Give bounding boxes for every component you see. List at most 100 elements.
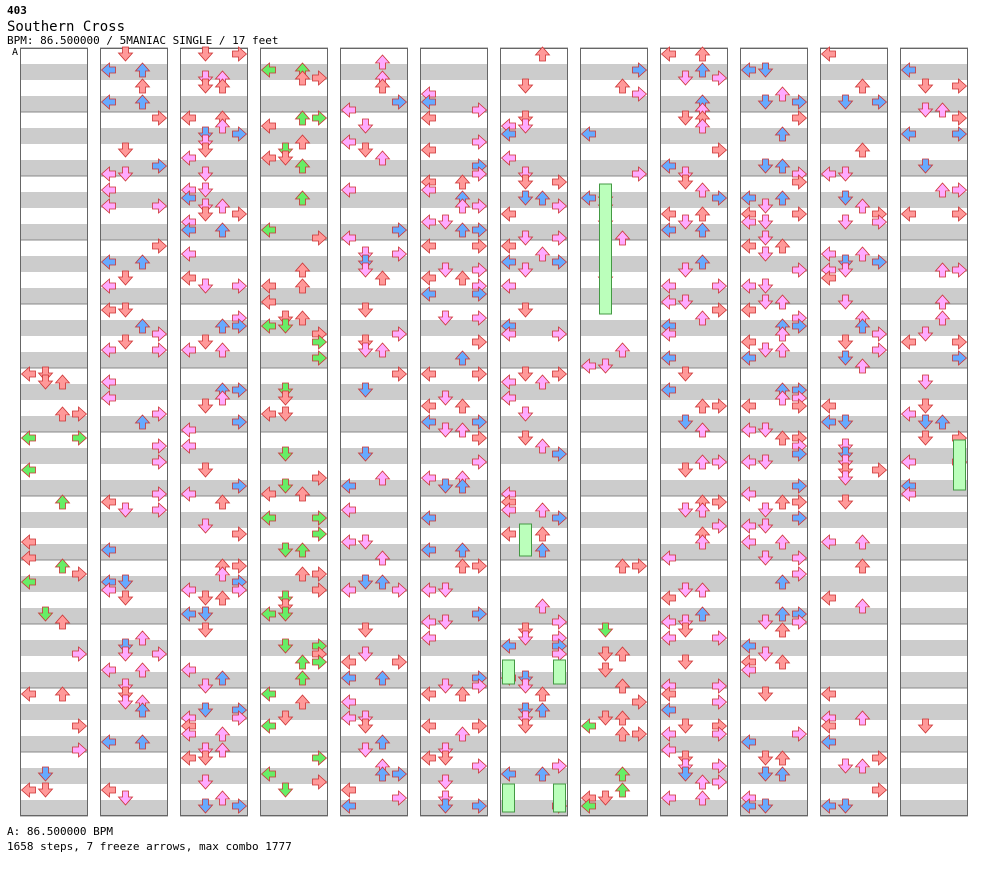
up-arrow-icon	[454, 270, 471, 286]
right-arrow-icon	[712, 454, 728, 470]
chart-stripe	[20, 256, 88, 272]
chart-stripe	[580, 448, 648, 464]
right-arrow-icon	[552, 326, 568, 342]
chart-stripe	[180, 480, 248, 496]
chart-stripe	[500, 640, 568, 656]
chart-stripe	[180, 128, 248, 144]
left-arrow-icon	[260, 686, 276, 702]
chart-stripe	[260, 160, 328, 176]
right-arrow-icon	[712, 518, 728, 534]
song-title: Southern Cross	[7, 19, 126, 35]
right-arrow-icon	[72, 742, 88, 758]
down-arrow-icon	[517, 174, 534, 190]
left-arrow-icon	[180, 110, 196, 126]
down-arrow-icon	[437, 422, 454, 438]
down-arrow-icon	[357, 382, 374, 398]
chart-stripe	[740, 128, 808, 144]
left-arrow-icon	[260, 278, 276, 294]
right-arrow-icon	[552, 366, 568, 382]
down-arrow-icon	[837, 350, 854, 366]
left-arrow-icon	[340, 670, 356, 686]
down-arrow-icon	[437, 390, 454, 406]
up-arrow-icon	[694, 46, 711, 62]
left-arrow-icon	[740, 398, 756, 414]
right-arrow-icon	[312, 566, 328, 582]
chart-stripe	[500, 384, 568, 400]
left-arrow-icon	[180, 726, 196, 742]
left-arrow-icon	[100, 494, 116, 510]
left-arrow-icon	[100, 254, 116, 270]
up-arrow-icon	[294, 670, 311, 686]
down-arrow-icon	[197, 278, 214, 294]
left-arrow-icon	[420, 630, 436, 646]
chart-stripe	[100, 256, 168, 272]
right-arrow-icon	[312, 350, 328, 366]
left-arrow-icon	[900, 454, 916, 470]
left-arrow-icon	[660, 158, 676, 174]
chart-stripe	[20, 96, 88, 112]
left-arrow-icon	[660, 550, 676, 566]
down-arrow-icon	[757, 278, 774, 294]
chart-stripe	[660, 800, 728, 816]
chart-stripe	[740, 256, 808, 272]
right-arrow-icon	[792, 94, 808, 110]
up-arrow-icon	[214, 198, 231, 214]
down-arrow-icon	[117, 166, 134, 182]
chart-stripe	[100, 608, 168, 624]
chart-stripe	[180, 256, 248, 272]
chart-stripe	[900, 544, 968, 560]
chart-stripe	[260, 384, 328, 400]
chart-stripe	[580, 192, 648, 208]
up-arrow-icon	[214, 742, 231, 758]
left-arrow-icon	[740, 454, 756, 470]
right-arrow-icon	[632, 694, 648, 710]
left-arrow-icon	[180, 662, 196, 678]
chart-stripe	[340, 64, 408, 80]
left-arrow-icon	[340, 230, 356, 246]
chart-stripe	[340, 224, 408, 240]
left-arrow-icon	[420, 614, 436, 630]
down-arrow-icon	[197, 206, 214, 222]
up-arrow-icon	[934, 262, 951, 278]
chart-stripe	[420, 672, 488, 688]
right-arrow-icon	[312, 510, 328, 526]
down-arrow-icon	[357, 246, 374, 262]
left-arrow-icon	[820, 718, 836, 734]
up-arrow-icon	[694, 502, 711, 518]
right-arrow-icon	[712, 398, 728, 414]
down-arrow-icon	[677, 366, 694, 382]
up-arrow-icon	[134, 734, 151, 750]
left-arrow-icon	[740, 190, 756, 206]
down-arrow-icon	[597, 790, 614, 806]
right-arrow-icon	[232, 382, 248, 398]
right-arrow-icon	[152, 646, 168, 662]
down-arrow-icon	[837, 438, 854, 454]
right-arrow-icon	[152, 342, 168, 358]
chart-stripe	[100, 704, 168, 720]
up-arrow-icon	[694, 422, 711, 438]
chart-stripe	[740, 704, 808, 720]
up-arrow-icon	[214, 390, 231, 406]
chart-stripe	[20, 128, 88, 144]
chart-stripe	[100, 480, 168, 496]
down-arrow-icon	[117, 302, 134, 318]
up-arrow-icon	[214, 670, 231, 686]
left-arrow-icon	[20, 534, 36, 550]
up-arrow-icon	[854, 198, 871, 214]
chart-stripe	[660, 96, 728, 112]
down-arrow-icon	[757, 198, 774, 214]
down-arrow-icon	[277, 150, 294, 166]
chart-stripe	[260, 480, 328, 496]
down-arrow-icon	[357, 262, 374, 278]
chart-stripe	[260, 448, 328, 464]
up-arrow-icon	[294, 158, 311, 174]
up-arrow-icon	[54, 494, 71, 510]
up-arrow-icon	[134, 94, 151, 110]
chart-stripe	[100, 320, 168, 336]
right-arrow-icon	[712, 302, 728, 318]
chart-stripe	[340, 352, 408, 368]
right-arrow-icon	[792, 262, 808, 278]
right-arrow-icon	[632, 62, 648, 78]
up-arrow-icon	[134, 414, 151, 430]
